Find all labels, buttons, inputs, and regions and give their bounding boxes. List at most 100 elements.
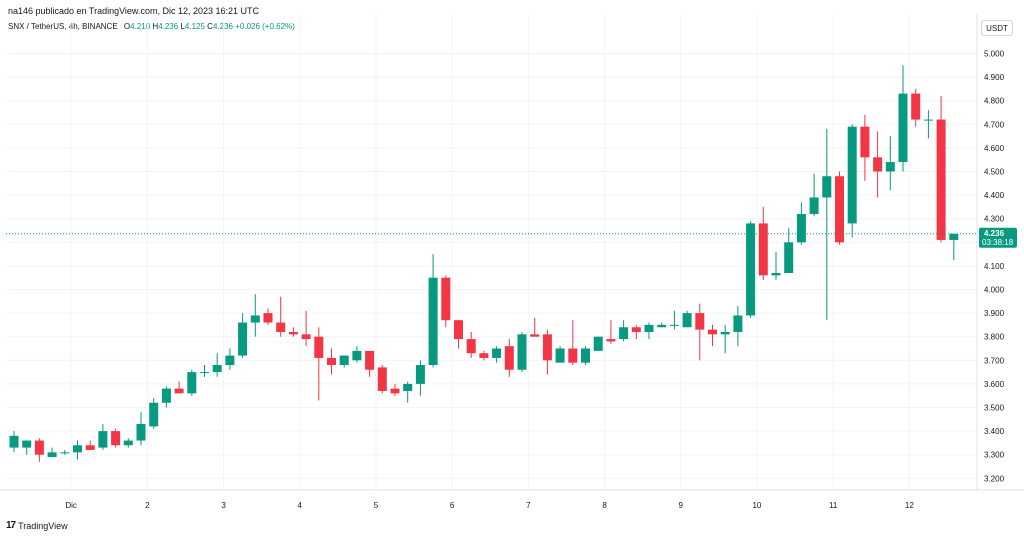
- candle[interactable]: [301, 310, 311, 347]
- candle[interactable]: [911, 88, 921, 127]
- candle-body: [923, 119, 933, 121]
- candle[interactable]: [111, 428, 121, 448]
- candle[interactable]: [339, 355, 349, 368]
- candle-body: [504, 346, 514, 370]
- candle[interactable]: [936, 95, 946, 243]
- last-price-value: 4.236: [984, 229, 1005, 238]
- candle[interactable]: [860, 114, 870, 181]
- currency-button[interactable]: USDT: [981, 20, 1013, 36]
- candle[interactable]: [708, 324, 717, 347]
- candle[interactable]: [47, 447, 57, 458]
- high-value: 4.236: [158, 22, 179, 31]
- candle[interactable]: [327, 348, 336, 375]
- candle[interactable]: [949, 233, 959, 260]
- candle[interactable]: [136, 412, 146, 446]
- candle[interactable]: [847, 124, 857, 238]
- candle[interactable]: [809, 173, 819, 217]
- candle[interactable]: [225, 348, 235, 370]
- candle-body: [111, 431, 121, 446]
- candle[interactable]: [898, 65, 908, 172]
- candle[interactable]: [200, 365, 209, 377]
- candle[interactable]: [34, 438, 44, 462]
- candle[interactable]: [873, 131, 883, 198]
- candle[interactable]: [288, 327, 298, 337]
- candle[interactable]: [390, 383, 400, 396]
- candle[interactable]: [631, 324, 641, 340]
- candle[interactable]: [530, 317, 540, 337]
- candle[interactable]: [657, 322, 667, 328]
- candle[interactable]: [123, 438, 133, 448]
- candle[interactable]: [377, 365, 387, 394]
- candle[interactable]: [98, 424, 108, 450]
- candle[interactable]: [73, 440, 82, 460]
- footer-brand[interactable]: 17 TradingView: [6, 520, 68, 531]
- price-tick-label: 5.000: [984, 50, 1005, 59]
- time-axis-labels: Dic 2 3 4 5 6 7 8 9 10 11 12: [65, 501, 914, 510]
- candle[interactable]: [517, 331, 527, 373]
- candle[interactable]: [22, 440, 32, 455]
- candle[interactable]: [238, 313, 248, 358]
- candle[interactable]: [352, 346, 362, 363]
- candle[interactable]: [606, 320, 616, 344]
- candle[interactable]: [149, 398, 159, 429]
- candle[interactable]: [276, 296, 286, 337]
- candle-body: [276, 322, 286, 332]
- candle[interactable]: [746, 221, 756, 318]
- candle[interactable]: [250, 294, 260, 337]
- candle[interactable]: [60, 449, 70, 455]
- candle[interactable]: [85, 440, 95, 450]
- candle[interactable]: [441, 275, 451, 328]
- candle-body: [441, 277, 451, 321]
- time-tick-label: 9: [679, 501, 684, 510]
- price-tick-label: 3.500: [984, 404, 1005, 413]
- candle[interactable]: [542, 329, 552, 375]
- candle[interactable]: [365, 350, 375, 377]
- candle[interactable]: [581, 346, 590, 366]
- candle[interactable]: [733, 306, 743, 347]
- candle[interactable]: [835, 171, 844, 245]
- candle-body: [47, 452, 57, 458]
- candle[interactable]: [695, 303, 705, 361]
- candle[interactable]: [568, 320, 578, 366]
- candle[interactable]: [555, 346, 565, 363]
- candle-body: [174, 388, 184, 394]
- candle[interactable]: [161, 386, 171, 408]
- candle[interactable]: [822, 129, 832, 321]
- candle[interactable]: [9, 431, 19, 453]
- price-tick-label: 4.900: [984, 73, 1005, 82]
- candle[interactable]: [174, 381, 184, 394]
- candle-body: [187, 372, 197, 394]
- candle[interactable]: [212, 353, 222, 377]
- time-tick-label: Dic: [65, 501, 77, 510]
- candle[interactable]: [466, 331, 476, 358]
- candle-body: [390, 388, 400, 394]
- candle[interactable]: [758, 206, 768, 281]
- candle[interactable]: [492, 346, 502, 363]
- candle[interactable]: [784, 228, 794, 273]
- candle[interactable]: [796, 202, 806, 245]
- candle-body: [403, 383, 413, 391]
- symbol-name[interactable]: SNX / TetherUS, 4h, BINANCE: [8, 22, 118, 31]
- candle[interactable]: [187, 369, 197, 396]
- candle[interactable]: [619, 320, 629, 342]
- candle[interactable]: [593, 336, 603, 351]
- candle[interactable]: [771, 251, 781, 281]
- candle[interactable]: [428, 254, 438, 368]
- candle-body: [733, 315, 743, 332]
- candle[interactable]: [504, 339, 514, 377]
- candle[interactable]: [314, 327, 324, 401]
- candle[interactable]: [403, 381, 413, 403]
- candle[interactable]: [669, 310, 679, 330]
- candle-body: [708, 329, 717, 335]
- candle[interactable]: [415, 360, 425, 396]
- candle[interactable]: [644, 322, 654, 340]
- candle[interactable]: [263, 308, 273, 325]
- candle[interactable]: [923, 110, 933, 139]
- low-label: L: [180, 22, 185, 31]
- candle[interactable]: [479, 350, 489, 361]
- candle[interactable]: [885, 136, 895, 191]
- candle[interactable]: [720, 324, 730, 354]
- candle[interactable]: [682, 310, 692, 328]
- candle[interactable]: [454, 320, 463, 349]
